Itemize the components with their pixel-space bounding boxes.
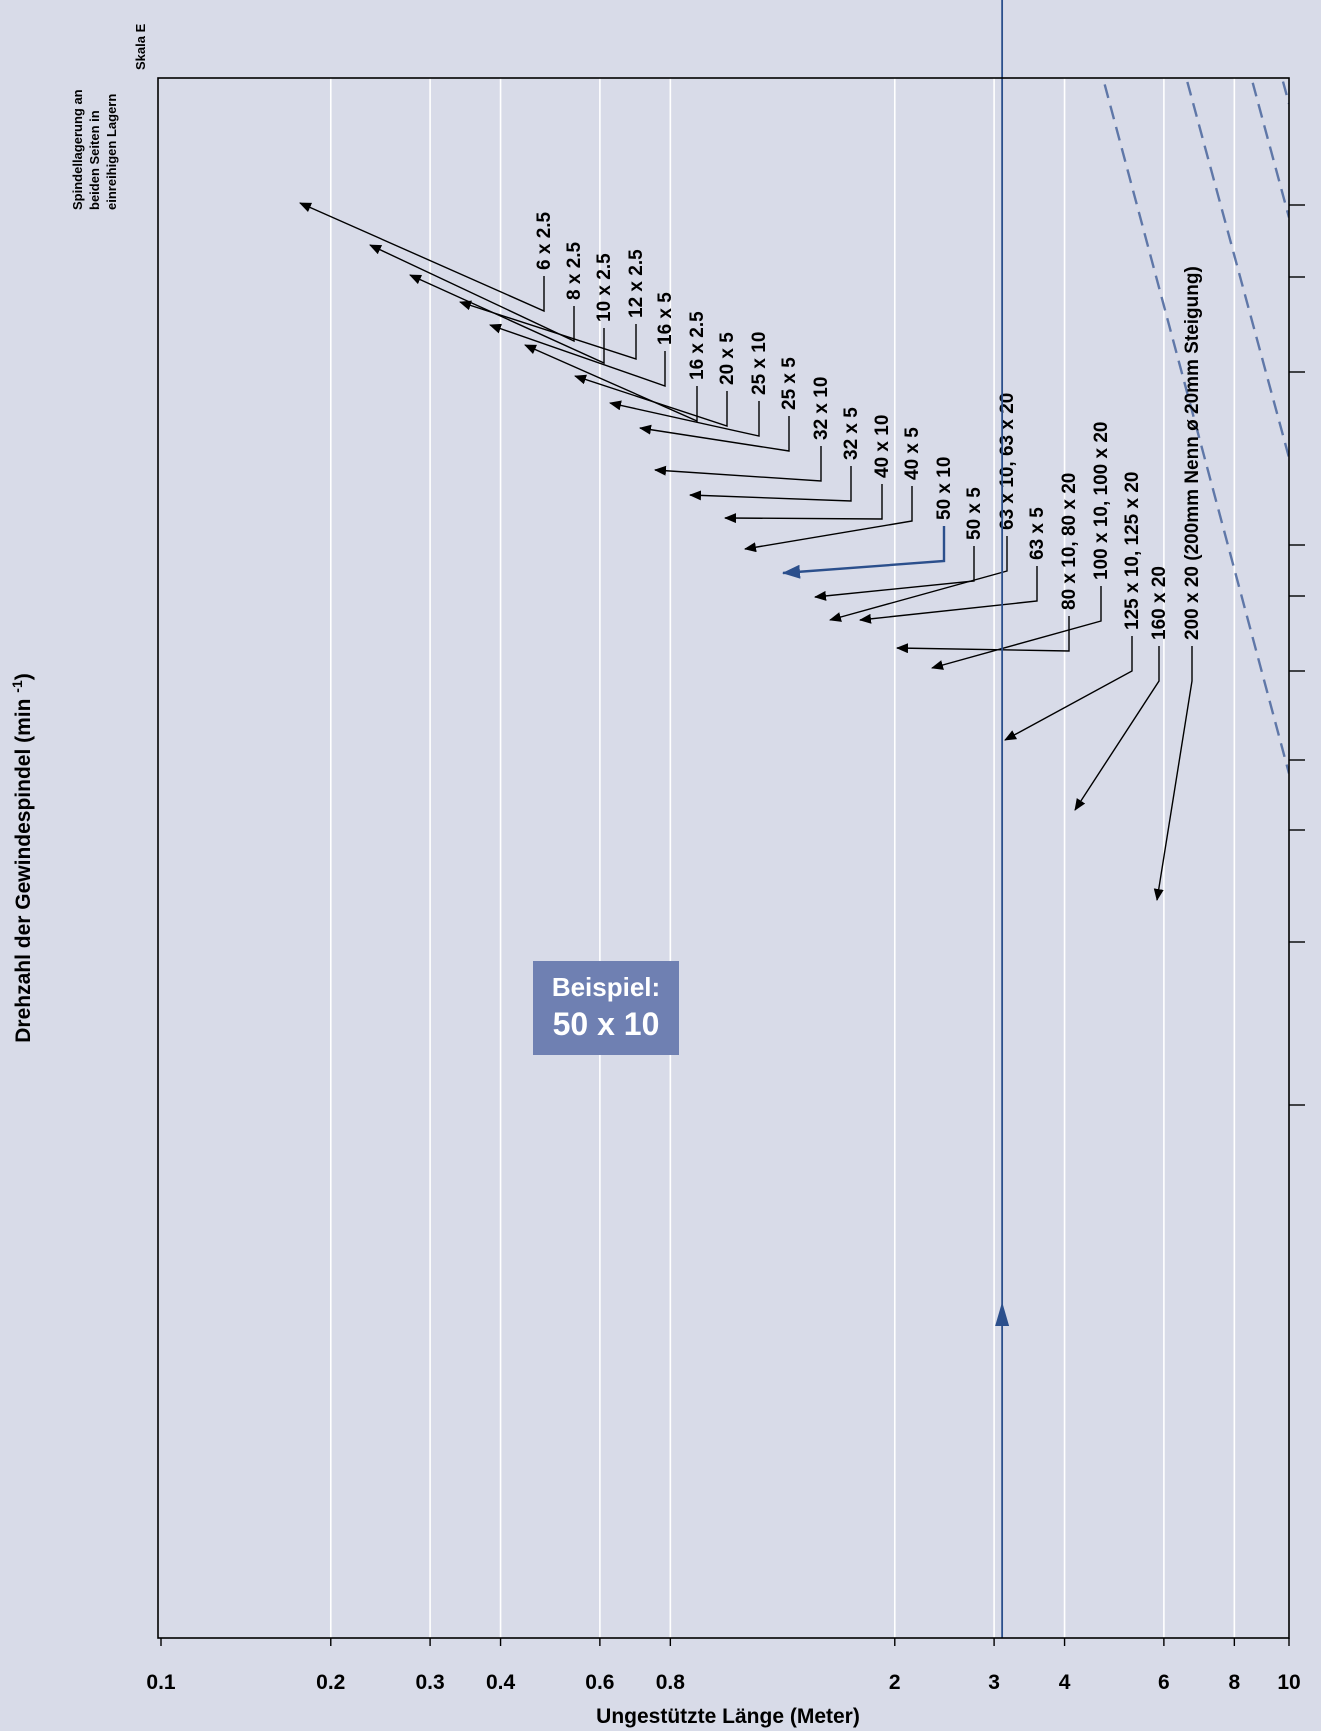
- series-leader-1: [369, 244, 575, 343]
- series-label-2: 10 x 2.5: [594, 253, 615, 322]
- series-leader-0: [299, 202, 545, 313]
- x-tick-label-4: 0.6: [585, 1671, 614, 1694]
- example-annotation: Beispiel: 50 x 10: [533, 0, 1010, 1638]
- series-line-2: [1250, 78, 1289, 218]
- series-leader-20: [1074, 646, 1160, 811]
- series-leader-21: [1153, 646, 1193, 901]
- bearing-note-line-2: beiden Seiten in: [87, 110, 102, 210]
- plot-frame: [157, 77, 1290, 1639]
- x-axis-title: Ungestützte Länge (Meter): [596, 1705, 860, 1728]
- series-label-4: 16 x 5: [655, 292, 676, 345]
- series-leader-15: [829, 536, 1008, 622]
- series-leader-11: [724, 484, 883, 524]
- series-label-16: 63 x 5: [1027, 507, 1048, 560]
- series-leader-5: [524, 344, 698, 423]
- series-leader-10: [689, 466, 852, 502]
- series-leader-17: [896, 616, 1070, 654]
- series-label-6: 20 x 5: [717, 332, 738, 385]
- example-series-label: 50 x 10: [553, 1006, 660, 1042]
- series-leader-2: [409, 274, 605, 365]
- series-lines: [404, 0, 1289, 774]
- x-tick-label-10: 8: [1228, 1671, 1240, 1694]
- series-label-7: 25 x 10: [749, 332, 770, 395]
- series-leader-4: [489, 323, 666, 387]
- series-label-10: 32 x 5: [841, 407, 862, 460]
- scale-label: Skala E: [133, 23, 148, 70]
- x-tick-label-8: 4: [1059, 1671, 1071, 1694]
- series-label-20: 160 x 20: [1149, 566, 1170, 640]
- x-tick-label-11: 10: [1277, 1671, 1300, 1694]
- x-tick-label-7: 3: [988, 1671, 1000, 1694]
- axis-ticks: 0.10.20.30.40.60.82346810100200300400600…: [146, 204, 1305, 1694]
- x-tick-label-3: 0.4: [486, 1671, 516, 1694]
- series-label-17: 80 x 10, 80 x 20: [1059, 473, 1080, 610]
- series-leader-13: [782, 526, 946, 579]
- x-tick-label-6: 2: [889, 1671, 901, 1694]
- y-axis-title: Drehzahl der Gewindespindel (min -1): [9, 673, 35, 1043]
- series-line-4: [404, 0, 1289, 27]
- series-label-13: 50 x 10: [934, 457, 955, 520]
- series-leader-18: [931, 586, 1102, 670]
- example-box: [533, 961, 679, 1055]
- series-label-8: 25 x 5: [779, 357, 800, 410]
- series-line-3: [1280, 78, 1289, 105]
- y-axis-title-text: Drehzahl der Gewindespindel (min: [12, 699, 35, 1043]
- series-leader-16: [859, 566, 1038, 624]
- series-label-18: 100 x 10, 100 x 20: [1091, 422, 1112, 580]
- series-leaders: [299, 202, 1193, 901]
- series-label-12: 40 x 5: [902, 427, 923, 480]
- series-label-3: 12 x 2.5: [626, 249, 647, 318]
- series-label-14: 50 x 5: [964, 487, 985, 540]
- example-up-arrow: [995, 1302, 1010, 1326]
- series-label-21: 200 x 20 (200mm Nenn ø 20mm Steigung): [1182, 266, 1203, 640]
- x-tick-label-1: 0.2: [316, 1671, 345, 1694]
- series-label-15: 63 x 10, 63 x 20: [997, 393, 1018, 530]
- series-leader-14: [814, 546, 975, 601]
- series-label-11: 40 x 10: [872, 415, 893, 478]
- x-tick-label-9: 6: [1158, 1671, 1170, 1694]
- series-leader-3: [459, 300, 637, 360]
- y-axis-title-tail: ): [12, 673, 35, 680]
- series-labels: 6 x 2.5 8 x 2.5 10 x 2.5 12 x 2.5 16 x 5 16 x…: [534, 211, 1203, 640]
- bearing-note-line-3: einreihigen Lagern: [104, 94, 119, 210]
- x-tick-label-0: 0.1: [146, 1671, 176, 1694]
- series-label-0: 6 x 2.5: [534, 211, 555, 270]
- x-tick-label-2: 0.3: [415, 1671, 444, 1694]
- series-line-0: [1101, 78, 1289, 774]
- series-label-1: 8 x 2.5: [564, 241, 585, 300]
- series-label-5: 16 x 2.5: [687, 311, 708, 380]
- series-label-9: 32 x 10: [811, 377, 832, 440]
- series-leader-12: [744, 486, 913, 553]
- series-leader-9: [654, 446, 822, 482]
- series-line-5: [409, 0, 1289, 8]
- series-leader-8: [639, 416, 790, 452]
- series-leader-6: [574, 374, 728, 427]
- series-leader-19: [1004, 636, 1133, 741]
- y-axis-title-superscript: -1: [9, 680, 25, 693]
- series-label-19: 125 x 10, 125 x 20: [1122, 472, 1143, 630]
- grid: [329, 78, 1236, 1638]
- example-title: Beispiel:: [552, 972, 660, 1002]
- bearing-note-line-1: Spindellagerung an: [70, 89, 85, 210]
- series-leader-7: [609, 400, 760, 437]
- x-tick-label-5: 0.8: [656, 1671, 686, 1694]
